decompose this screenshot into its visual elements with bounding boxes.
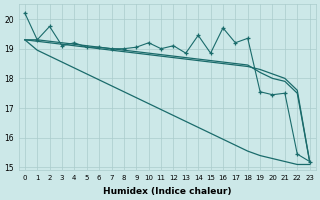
X-axis label: Humidex (Indice chaleur): Humidex (Indice chaleur) [103,187,231,196]
